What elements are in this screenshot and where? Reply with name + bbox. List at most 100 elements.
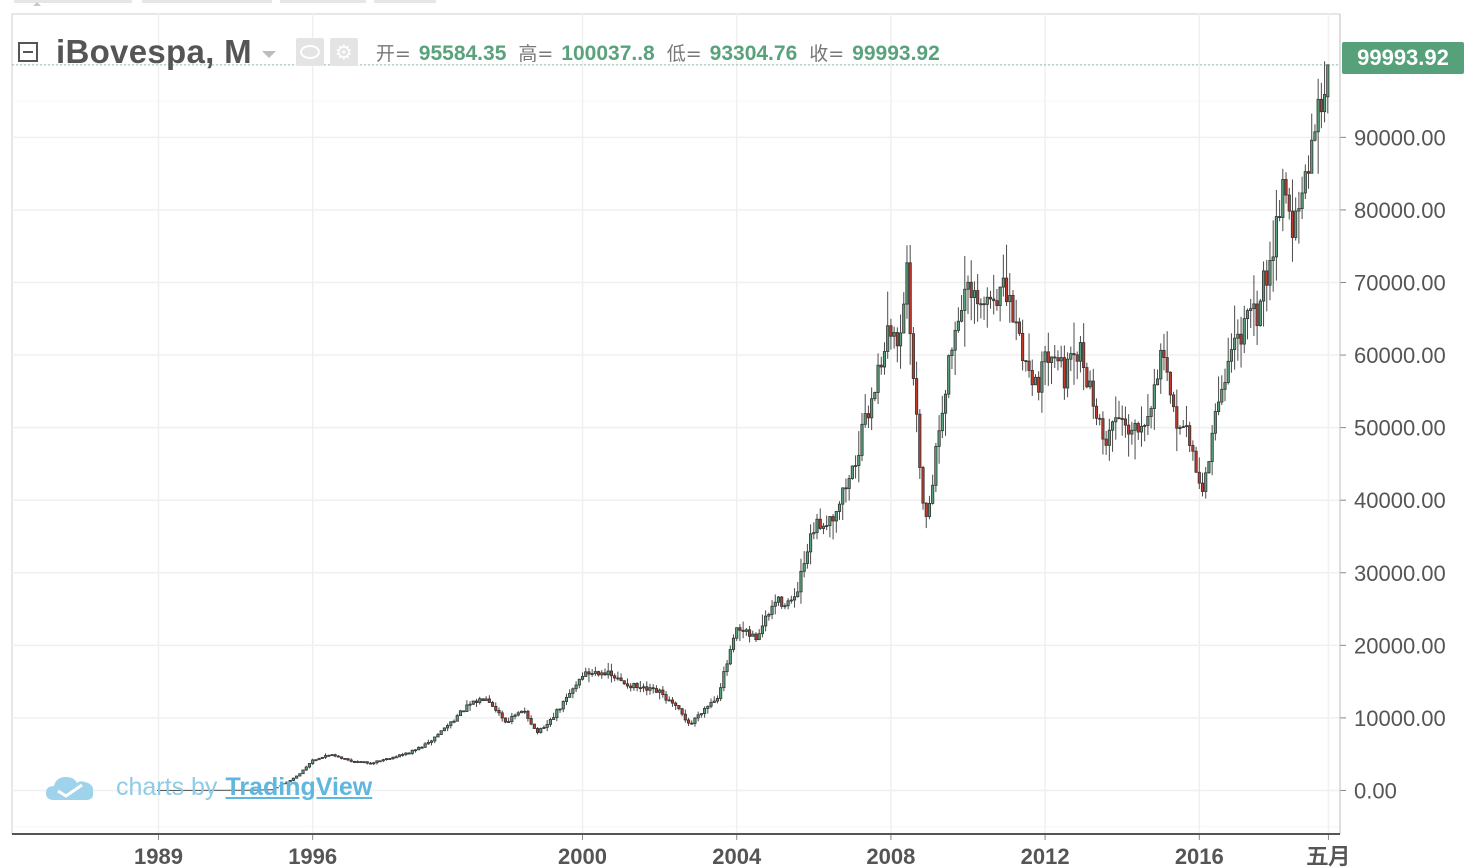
candle-body — [902, 303, 906, 334]
candle-body — [960, 310, 964, 322]
candle-body — [764, 615, 768, 627]
collapse-top-icon — [33, 2, 41, 6]
candle-body — [1040, 361, 1044, 393]
candle-body — [982, 303, 986, 306]
candle-body — [593, 671, 597, 674]
candle-body — [1184, 425, 1189, 428]
candle-body — [539, 728, 543, 733]
candle-body — [972, 290, 976, 298]
candle-body — [1155, 378, 1160, 386]
candle-body — [715, 698, 719, 702]
candle-body — [327, 754, 331, 757]
candle-body — [947, 355, 951, 395]
candle-body — [606, 670, 610, 676]
candle-body — [664, 694, 668, 701]
candle-body — [587, 671, 591, 675]
candle-body — [295, 775, 299, 779]
candle-body — [699, 713, 703, 716]
candle-body — [934, 445, 938, 486]
candle-body — [751, 633, 755, 637]
tradingview-cloud-icon — [46, 777, 94, 800]
candle-body — [532, 723, 536, 729]
candle-body — [844, 487, 848, 490]
candle-body — [1255, 303, 1259, 327]
candle-body — [870, 398, 874, 419]
candle-body — [998, 286, 1002, 306]
candle-body — [301, 769, 305, 775]
candle-body — [1049, 356, 1054, 363]
candle-body — [1120, 418, 1124, 420]
candle-body — [1008, 295, 1012, 303]
symbol-title[interactable]: iBovespa, M — [56, 33, 252, 70]
candle-body — [513, 714, 517, 717]
candle-body — [1274, 216, 1278, 258]
candle-body — [1297, 208, 1301, 212]
candle-body — [780, 596, 784, 607]
candle-body — [1014, 321, 1018, 324]
candle-body — [629, 685, 633, 689]
candle-body — [516, 712, 520, 716]
candle-body — [1011, 295, 1015, 323]
y-tick-label: 40000.00 — [1354, 488, 1446, 513]
candle-body — [927, 502, 932, 517]
candle-body — [709, 702, 713, 707]
candle-body — [712, 700, 716, 703]
candle-body — [580, 676, 585, 680]
x-tick-label: 1996 — [288, 844, 337, 868]
candle-body — [471, 700, 475, 705]
candle-body — [834, 511, 838, 522]
eye-icon[interactable] — [295, 38, 324, 66]
candle-body — [564, 696, 569, 702]
x-tick-label: 2008 — [866, 844, 915, 868]
gear-icon[interactable]: ⚙ — [329, 38, 358, 66]
tradingview-watermark[interactable]: charts by TradingView — [44, 770, 372, 804]
candle-body — [825, 525, 829, 528]
candle-body — [426, 741, 430, 745]
x-tick-label: 2012 — [1021, 844, 1070, 868]
candle-body — [696, 714, 700, 719]
candle-body — [1313, 131, 1317, 141]
candle-body — [915, 378, 919, 415]
grid-lines — [11, 13, 1341, 835]
candle-body — [963, 288, 967, 311]
high-label: 高= — [518, 42, 554, 65]
candle-body — [876, 364, 880, 393]
candle-body — [940, 412, 944, 432]
candle-body — [1162, 349, 1166, 358]
candle-body — [670, 699, 675, 704]
candle-body — [442, 727, 446, 732]
candle-body — [1046, 351, 1050, 363]
candle-body — [1123, 418, 1127, 426]
candle-body — [911, 333, 915, 379]
candle-body — [1136, 423, 1140, 433]
caret-down-icon[interactable] — [261, 50, 276, 58]
candle-body — [320, 756, 324, 759]
candle-body — [1204, 472, 1208, 492]
candle-body — [616, 677, 620, 680]
candle-body — [481, 698, 485, 702]
open-value: 95584.35 — [418, 41, 507, 65]
y-tick-label: 30000.00 — [1354, 561, 1446, 586]
candle-body — [908, 262, 912, 335]
candle-body — [1210, 432, 1214, 462]
candle-body — [725, 663, 729, 672]
candle-body — [792, 596, 797, 601]
y-tick-label: 60000.00 — [1354, 343, 1446, 368]
candle-body — [1229, 349, 1233, 362]
candle-body — [1117, 417, 1121, 420]
candle-body — [503, 717, 507, 723]
candle-body — [1082, 342, 1086, 368]
candle-body — [1271, 256, 1275, 261]
collapse-icon[interactable] — [18, 42, 38, 62]
candle-body — [413, 749, 418, 752]
candle-body — [340, 756, 344, 759]
candle-body — [1168, 371, 1172, 396]
candle-body — [311, 759, 315, 764]
candle-body — [1043, 351, 1047, 363]
watermark-link[interactable]: TradingView — [225, 772, 373, 801]
candle-body — [988, 296, 993, 300]
candle-body — [1149, 408, 1153, 417]
candle-body — [494, 705, 498, 711]
candle-body — [446, 725, 450, 729]
